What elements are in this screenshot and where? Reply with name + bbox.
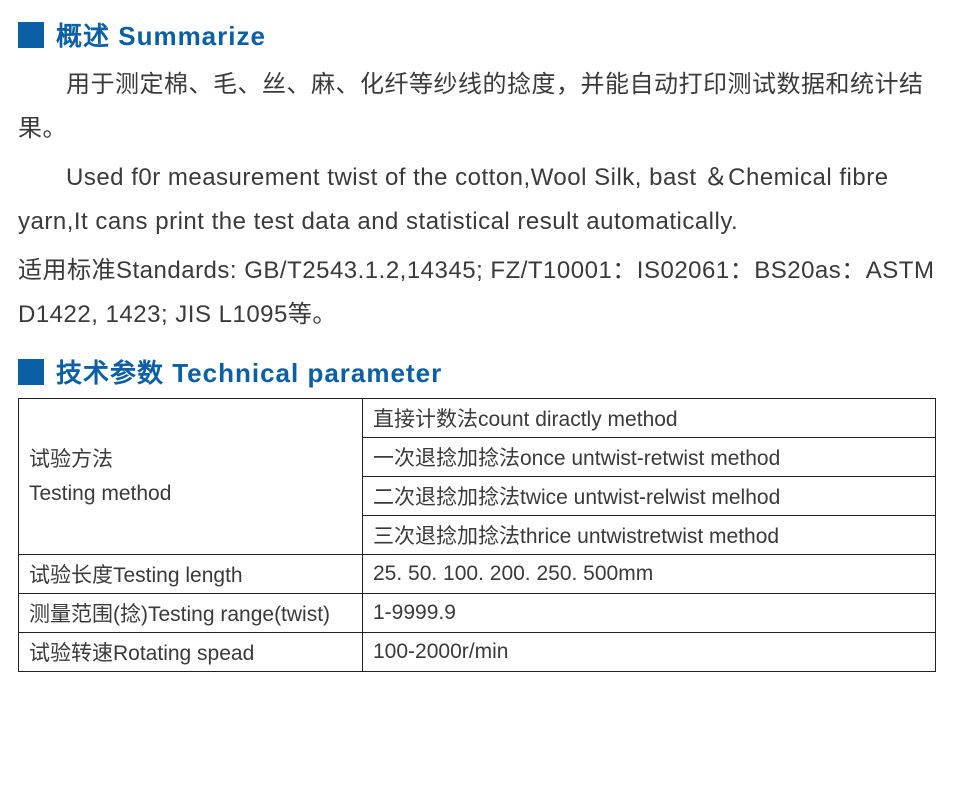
- table-row: 试验转速Rotating spead 100-2000r/min: [19, 633, 936, 672]
- spec-label-testing-length: 试验长度Testing length: [19, 555, 363, 594]
- spec-value: 一次退捻加捻法once untwist-retwist method: [363, 438, 936, 477]
- spec-value: 三次退捻加捻法thrice untwistretwist method: [363, 516, 936, 555]
- summarize-paragraph-cn: 用于测定棉、毛、丝、麻、化纤等纱线的捻度，并能自动打印测试数据和统计结果。: [18, 63, 957, 152]
- spec-label-line1: 试验方法 Testing method: [29, 443, 171, 510]
- standards-text: 适用标准Standards: GB/T2543.1.2,14345; FZ/T1…: [18, 249, 957, 338]
- summarize-heading: 概述 Summarize: [18, 16, 957, 53]
- spec-value: 直接计数法count diractly method: [363, 399, 936, 438]
- spec-value: 100-2000r/min: [363, 633, 936, 672]
- tech-param-heading-text: 技术参数 Technical parameter: [56, 353, 442, 390]
- summarize-heading-text: 概述 Summarize: [56, 16, 266, 53]
- spec-label-testing-range: 测量范围(捻)Testing range(twist): [19, 594, 363, 633]
- spec-label-testing-method: 试验方法 Testing method: [19, 399, 363, 555]
- spec-value: 二次退捻加捻法twice untwist-relwist melhod: [363, 477, 936, 516]
- square-bullet-icon: [18, 359, 44, 385]
- summarize-paragraph-en: Used f0r measurement twist of the cotton…: [18, 156, 957, 245]
- table-row: 试验长度Testing length 25. 50. 100. 200. 250…: [19, 555, 936, 594]
- spec-table: 试验方法 Testing method 直接计数法count diractly …: [18, 398, 936, 672]
- spec-value: 1-9999.9: [363, 594, 936, 633]
- table-row: 测量范围(捻)Testing range(twist) 1-9999.9: [19, 594, 936, 633]
- spec-label-rotating-speed: 试验转速Rotating spead: [19, 633, 363, 672]
- spec-value: 25. 50. 100. 200. 250. 500mm: [363, 555, 936, 594]
- tech-param-heading: 技术参数 Technical parameter: [18, 353, 957, 390]
- table-row: 试验方法 Testing method 直接计数法count diractly …: [19, 399, 936, 438]
- square-bullet-icon: [18, 22, 44, 48]
